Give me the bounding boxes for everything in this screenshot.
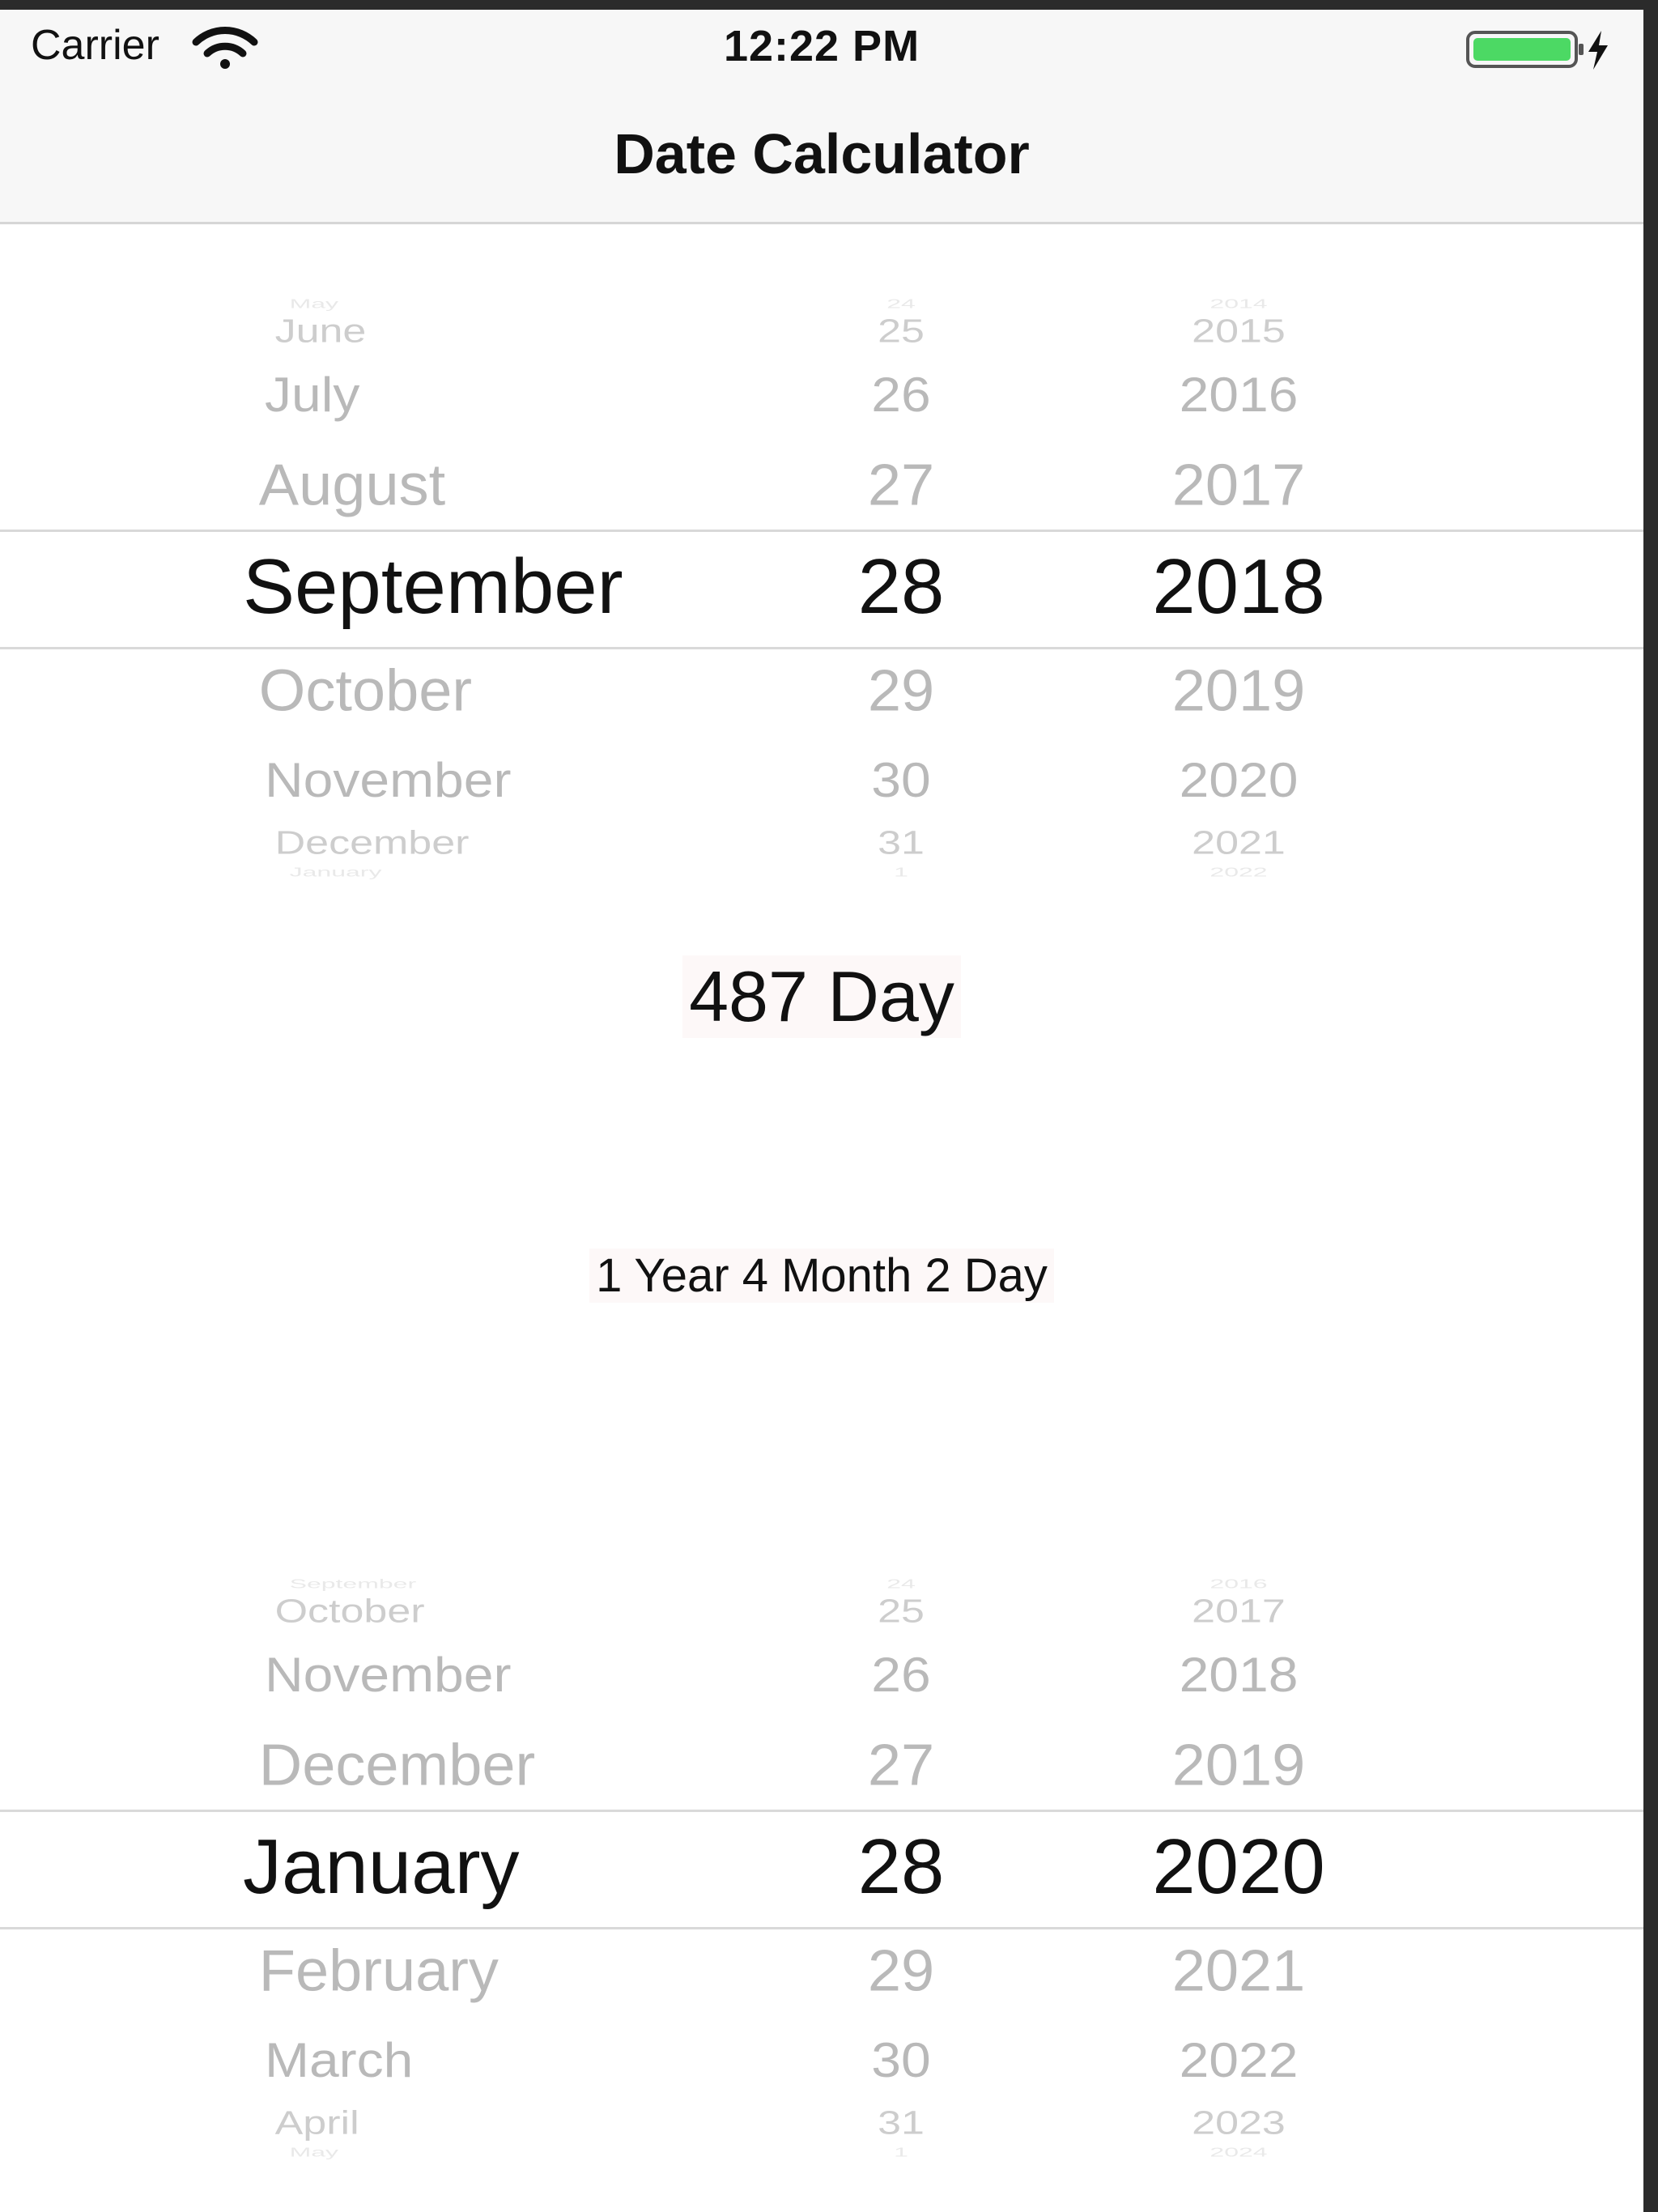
day-option[interactable]: 31 xyxy=(878,824,925,861)
year-option[interactable]: 2018 xyxy=(1179,1646,1299,1703)
year-option[interactable]: 2020 xyxy=(1179,751,1299,808)
day-option[interactable]: 28 xyxy=(857,1823,945,1910)
month-option[interactable]: September xyxy=(289,1576,417,1591)
day-option[interactable]: 28 xyxy=(857,543,945,630)
year-option[interactable]: 2017 xyxy=(1192,1593,1286,1630)
month-option[interactable]: January xyxy=(243,1823,520,1910)
selection-indicator xyxy=(0,1810,1643,1929)
selection-indicator xyxy=(0,530,1643,649)
start-date-picker[interactable]: May June July August September October Novembe… xyxy=(0,297,1643,880)
day-option[interactable]: 25 xyxy=(878,313,925,350)
month-wheel[interactable]: September October November December January F… xyxy=(0,1577,1643,2160)
day-option[interactable]: 29 xyxy=(867,1937,935,2004)
year-option[interactable]: 2018 xyxy=(1152,543,1325,630)
month-option[interactable]: July xyxy=(265,366,360,423)
day-option[interactable]: 27 xyxy=(867,1731,935,1798)
year-option[interactable]: 2016 xyxy=(1179,366,1299,423)
month-option[interactable]: December xyxy=(258,1731,536,1798)
day-option[interactable]: 29 xyxy=(867,657,935,724)
wifi-icon xyxy=(192,27,258,69)
day-option[interactable]: 25 xyxy=(878,1593,925,1630)
app-screen: Carrier 12:22 PM Date Calculator May June… xyxy=(0,10,1643,2212)
end-date-picker[interactable]: September October November December January F… xyxy=(0,1577,1643,2160)
day-option[interactable]: 24 xyxy=(886,1576,916,1591)
carrier-label: Carrier xyxy=(31,22,159,69)
month-option[interactable]: February xyxy=(258,1937,499,2004)
year-option[interactable]: 2017 xyxy=(1171,451,1306,518)
day-option[interactable]: 27 xyxy=(867,451,935,518)
result-breakdown-row: 1 Year 4 Month 2 Day xyxy=(0,1249,1643,1303)
day-option[interactable]: 30 xyxy=(871,2031,931,2088)
result-days-row: 487 Day xyxy=(0,955,1643,1038)
month-option[interactable]: May xyxy=(289,2145,339,2159)
year-option[interactable]: 2024 xyxy=(1209,2145,1268,2159)
page-title: Date Calculator xyxy=(614,122,1030,185)
year-option[interactable]: 2021 xyxy=(1192,824,1286,861)
month-option[interactable]: April xyxy=(274,2104,359,2142)
month-option[interactable]: September xyxy=(243,543,623,630)
day-option[interactable]: 26 xyxy=(871,1646,931,1703)
day-option[interactable]: 30 xyxy=(871,751,931,808)
day-option[interactable]: 26 xyxy=(871,366,931,423)
top-bar: Carrier 12:22 PM Date Calculator xyxy=(0,10,1643,224)
month-option[interactable]: August xyxy=(258,451,446,518)
day-option[interactable]: 1 xyxy=(894,2145,908,2159)
year-option[interactable]: 2019 xyxy=(1171,657,1306,724)
month-option[interactable]: October xyxy=(258,657,473,724)
year-option[interactable]: 2021 xyxy=(1171,1937,1306,2004)
day-wheel[interactable]: 24 25 26 27 28 29 30 31 1 xyxy=(0,297,1643,880)
month-option[interactable]: January xyxy=(289,865,382,879)
year-option[interactable]: 2022 xyxy=(1209,865,1268,879)
year-option[interactable]: 2019 xyxy=(1171,1731,1306,1798)
day-option[interactable]: 24 xyxy=(886,296,916,311)
status-bar: Carrier 12:22 PM xyxy=(0,10,1643,91)
breakdown-result-label: 1 Year 4 Month 2 Day xyxy=(589,1249,1054,1303)
month-option[interactable]: November xyxy=(265,751,512,808)
year-option[interactable]: 2022 xyxy=(1179,2031,1299,2088)
day-option[interactable]: 31 xyxy=(878,2104,925,2142)
month-option[interactable]: March xyxy=(265,2031,414,2088)
year-option[interactable]: 2016 xyxy=(1209,1576,1268,1591)
battery-charging-icon xyxy=(1466,31,1608,70)
month-option[interactable]: October xyxy=(274,1593,425,1630)
month-option[interactable]: May xyxy=(289,296,339,311)
day-option[interactable]: 1 xyxy=(894,865,908,879)
year-option[interactable]: 2014 xyxy=(1209,296,1268,311)
year-wheel[interactable]: 2014 2015 2016 2017 2018 2019 2020 2021 2022 xyxy=(0,297,1643,880)
month-wheel[interactable]: May June July August September October Novembe… xyxy=(0,297,1643,880)
year-option[interactable]: 2015 xyxy=(1192,313,1286,350)
status-time: 12:22 PM xyxy=(723,22,920,70)
month-option[interactable]: June xyxy=(274,313,367,350)
year-wheel[interactable]: 2016 2017 2018 2019 2020 2021 2022 2023 2024 xyxy=(0,1577,1643,2160)
days-result-label: 487 Day xyxy=(682,955,961,1038)
day-wheel[interactable]: 24 25 26 27 28 29 30 31 1 xyxy=(0,1577,1643,2160)
month-option[interactable]: November xyxy=(265,1646,512,1703)
month-option[interactable]: December xyxy=(274,824,470,861)
year-option[interactable]: 2023 xyxy=(1192,2104,1286,2142)
year-option[interactable]: 2020 xyxy=(1152,1823,1325,1910)
